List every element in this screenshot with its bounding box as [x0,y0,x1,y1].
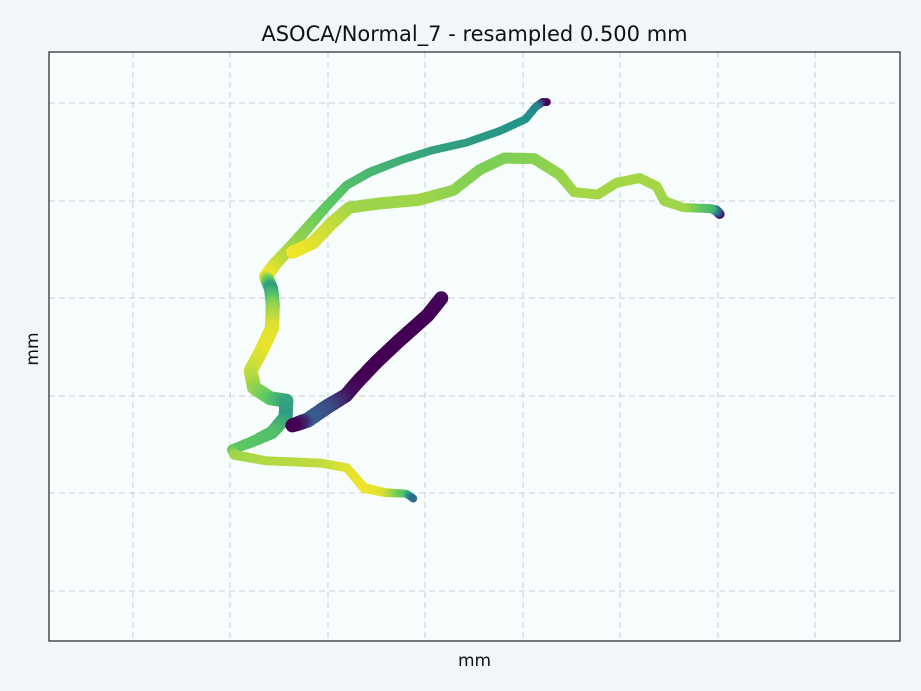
y-axis-label: mm [23,332,43,365]
vessel-branch-2 [285,152,725,259]
axes-frame [48,51,901,642]
vessel-branch-1 [227,98,551,503]
vessel-branch-3 [285,291,449,433]
grid-lines [49,52,900,641]
vessel-centerline-points [227,98,725,503]
centerline-point [285,245,299,259]
centerline-point [285,418,300,433]
centerline-point [409,494,418,503]
plot-area [49,52,900,641]
chart-title: ASOCA/Normal_7 - resampled 0.500 mm [261,22,687,47]
x-axis-label: mm [458,651,491,671]
